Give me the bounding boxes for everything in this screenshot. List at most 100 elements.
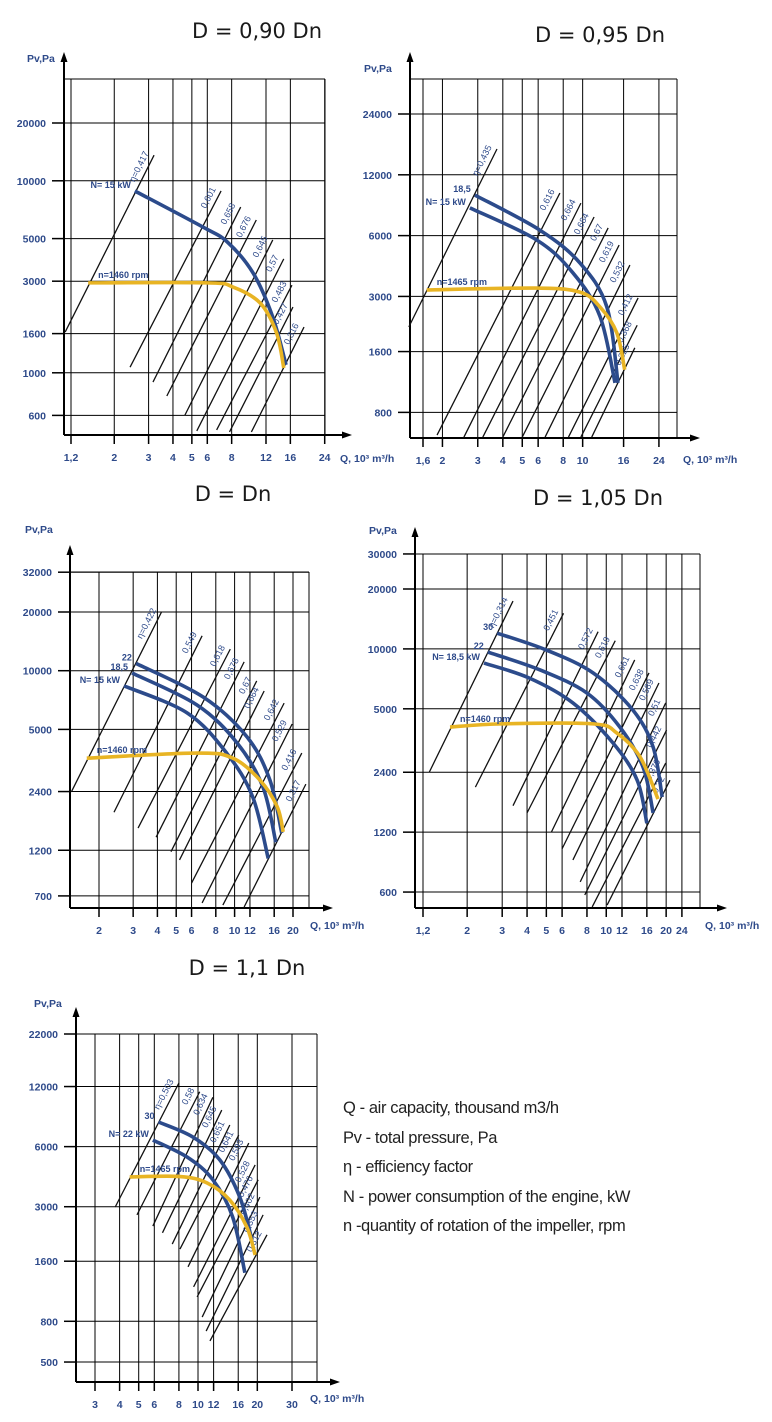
x-tick-label: 16	[641, 925, 653, 937]
efficiency-label: η=0,435	[470, 143, 494, 177]
x-tick-label: 8	[176, 1399, 182, 1411]
efficiency-line	[482, 216, 595, 438]
x-tick-label: 3	[499, 925, 505, 937]
efficiency-line	[436, 192, 561, 436]
x-tick-label: 16	[232, 1399, 244, 1411]
efficiency-label: 0,451	[541, 608, 560, 633]
y-axis-arrow-icon	[66, 545, 74, 555]
y-tick-label: 10000	[368, 644, 397, 656]
x-tick-label: 1,2	[64, 452, 79, 464]
chart-2: D = 0,95 Dn 24000 12000 6000 3000 1600 800 1,6 2…	[363, 23, 737, 467]
efficiency-label: 0,616	[538, 187, 557, 212]
y-tick-label: 20000	[368, 584, 397, 596]
power-curve-label: 30	[483, 622, 493, 632]
x-tick-label: 20	[287, 925, 299, 937]
y-tick-label: 22000	[29, 1029, 58, 1041]
y-tick-label: 2400	[374, 767, 398, 779]
x-tick-label: 6	[151, 1399, 157, 1411]
x-tick-label: 4	[500, 455, 506, 467]
y-axis-label: Pv,Pa	[25, 524, 53, 536]
efficiency-line	[201, 1196, 261, 1318]
x-tick-label: 5	[189, 452, 195, 464]
x-tick-label: 3	[130, 925, 136, 937]
efficiency-line	[550, 659, 636, 833]
power-curve-label: N= 18,5 kW	[432, 652, 480, 662]
efficiency-label: 0,572	[576, 626, 595, 651]
y-axis-label: Pv,Pa	[369, 525, 397, 537]
efficiency-label: 0,642	[262, 697, 281, 722]
efficiency-line	[179, 1134, 240, 1250]
efficiency-label: 0,619	[593, 635, 612, 660]
y-tick-label: 6000	[35, 1142, 59, 1154]
efficiency-label: 0,483	[269, 279, 288, 304]
y-tick-label: 1600	[23, 329, 47, 341]
efficiency-label: 0,619	[597, 239, 616, 264]
efficiency-label: 0,529	[270, 718, 289, 743]
legend-item-eta: η - efficiency factor	[343, 1158, 473, 1177]
x-tick-label: 5	[519, 455, 525, 467]
legend-item-pv: Pv - total pressure, Pa	[343, 1128, 498, 1147]
chart-title: D = 1,1 Dn	[189, 956, 306, 980]
y-tick-label: 1200	[374, 827, 398, 839]
efficiency-line	[64, 154, 155, 333]
y-tick-label: 10000	[17, 176, 46, 188]
efficiency-line	[250, 326, 305, 433]
x-tick-label: 12	[616, 925, 628, 937]
x-tick-label: 12	[244, 925, 256, 937]
efficiency-line	[113, 635, 203, 813]
efficiency-line	[155, 661, 245, 838]
efficiency-line	[243, 783, 307, 908]
efficiency-line	[544, 264, 631, 438]
efficiency-line	[408, 148, 498, 328]
legend-item-n-rpm: n -quantity of rotation of the impeller,…	[343, 1217, 626, 1236]
efficiency-line	[193, 1164, 256, 1288]
y-tick-label: 20000	[23, 607, 52, 619]
efficiency-line	[584, 729, 668, 896]
power-curve-label: N= 22 kW	[109, 1129, 150, 1139]
power-curve-label: 30	[144, 1111, 154, 1121]
efficiency-label: η=0,417	[127, 150, 151, 184]
x-tick-label: 8	[213, 925, 219, 937]
efficiency-label: 0,601	[199, 185, 218, 210]
efficiency-label: 0,664	[559, 198, 578, 223]
x-tick-label: 24	[319, 452, 331, 464]
speed-curve-label: n=1460 rpm	[460, 714, 510, 724]
power-curve-label: 18,5	[453, 184, 471, 194]
x-tick-label: 3	[475, 455, 481, 467]
x-tick-label: 8	[560, 455, 566, 467]
x-tick-label: 4	[154, 925, 160, 937]
x-axis-arrow-icon	[717, 904, 727, 912]
legend-item-n-power: N - power consumption of the engine, kW	[343, 1187, 631, 1206]
efficiency-line	[136, 1091, 201, 1216]
y-axis-arrow-icon	[411, 527, 419, 537]
power-curve-label: 22	[122, 652, 132, 662]
speed-curve	[426, 286, 627, 371]
efficiency-line	[606, 779, 671, 906]
chart-5: D = 1,1 Dn 22000 12000 6000 3000 1600 800 500 3 4…	[29, 956, 364, 1411]
efficiency-line	[567, 297, 639, 438]
legend-item-q: Q - air capacity, thousand m3/h	[343, 1099, 559, 1117]
x-tick-label: 10	[192, 1399, 204, 1411]
x-tick-label: 30	[286, 1399, 298, 1411]
y-tick-label: 500	[40, 1357, 58, 1369]
x-tick-label: 24	[676, 925, 688, 937]
power-curve	[487, 650, 655, 814]
speed-curve-label: n=1460 rpm	[97, 745, 147, 755]
x-axis-label: Q, 10³ m³/h	[340, 453, 394, 465]
efficiency-line	[70, 611, 163, 793]
y-tick-label: 800	[374, 407, 392, 419]
x-tick-label: 6	[189, 925, 195, 937]
x-tick-label: 4	[524, 925, 530, 937]
power-curve	[133, 189, 288, 366]
efficiency-line	[184, 239, 274, 416]
x-axis-label: Q, 10³ m³/h	[705, 920, 759, 932]
efficiency-label: 0,676	[234, 214, 253, 239]
y-axis-label: Pv,Pa	[364, 63, 392, 75]
efficiency-line	[474, 612, 565, 788]
x-tick-label: 10	[577, 455, 589, 467]
y-tick-label: 700	[34, 891, 52, 903]
y-tick-label: 12000	[363, 170, 392, 182]
efficiency-line	[580, 324, 638, 438]
speed-curve-label: n=1465 rpm	[437, 277, 487, 287]
